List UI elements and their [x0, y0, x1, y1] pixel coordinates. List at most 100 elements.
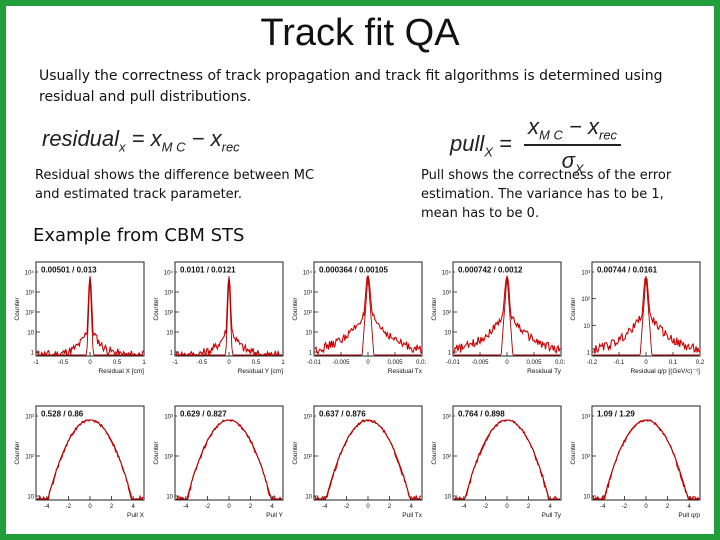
example-label: Example from CBM STS: [33, 225, 245, 246]
y-tick-label: 10³: [25, 291, 34, 297]
x-tick-label: 0: [227, 360, 231, 366]
pull-formula-eq: =: [499, 131, 512, 157]
fit-curve: [454, 275, 560, 356]
y-tick-label: 10: [583, 495, 590, 501]
x-tick-label: 0.1: [669, 360, 678, 366]
x-tick-label: -0.2: [587, 360, 598, 366]
pull-formula-fraction: xM C − xrec σX: [524, 114, 622, 177]
histogram-svg: 1 10 10² 10³ Counter -0.2 -0.1 0 0.1 0.2 Residual …: [570, 261, 704, 375]
y-tick-label: 10: [305, 495, 312, 501]
y-tick-label: 10³: [581, 415, 590, 421]
y-tick-label: 10: [583, 324, 590, 330]
histogram-svg: 10 10² 10³ Counter -4 -2 0 2 4 Pull X 0.528 / 0.86: [14, 405, 145, 519]
residual-formula-lhs-sub: x: [119, 139, 126, 155]
y-tick-label: 1: [448, 351, 452, 357]
y-tick-label: 10: [27, 495, 34, 501]
x-tick-label: -1: [172, 360, 178, 366]
stats-label: 0.0101 / 0.0121: [180, 266, 236, 275]
pull-formula-b-sub: rec: [598, 127, 618, 143]
x-tick-label: -4: [461, 504, 467, 510]
x-tick-label: 0: [227, 504, 231, 510]
x-tick-label: 4: [410, 504, 414, 510]
stats-box: [38, 264, 110, 275]
histogram-svg: 1 10 10² 10³ 10⁴ Counter -0.01 -0.005 0 0.005 0.01…: [431, 261, 565, 375]
y-tick-label: 10²: [164, 311, 173, 317]
y-axis-label: Counter: [14, 297, 21, 321]
x-axis-label: Residual Y [cm]: [238, 368, 283, 375]
stats-box: [594, 408, 666, 419]
y-axis-label: Counter: [153, 441, 160, 465]
y-tick-label: 10⁴: [442, 270, 452, 277]
histogram-svg: 1 10 10² 10³ 10⁴ Counter -0.01 -0.005 0 0.005 0.01…: [292, 261, 426, 375]
pull-formula-a-sub: M C: [539, 127, 563, 143]
pull-formula-b: x: [587, 114, 599, 139]
pull-description: Pull shows the correctness of the error …: [421, 168, 672, 221]
stats-box: [177, 264, 249, 275]
residual-formula-a-sub: M C: [161, 139, 186, 155]
plot-pull-y: 10 10² 10³ Counter -4 -2 0 2 4 Pull Y 0.629 / 0.82…: [149, 400, 287, 524]
x-tick-label: 4: [132, 504, 136, 510]
y-tick-label: 10³: [442, 415, 451, 421]
stats-box: [316, 408, 388, 419]
residual-formula: residualx = xM C − xrec: [42, 126, 240, 154]
y-axis-label: Counter: [14, 441, 21, 465]
x-tick-label: -2: [344, 504, 350, 510]
y-tick-label: 10: [305, 331, 312, 337]
histogram-svg: 1 10 10² 10³ 10⁴ Counter -1 -0.5 0 0.5 1 Residual Y…: [153, 261, 285, 375]
y-tick-label: 1: [587, 351, 591, 357]
y-tick-label: 10³: [303, 291, 312, 297]
x-tick-label: -2: [205, 504, 211, 510]
fit-curve: [593, 275, 699, 356]
x-axis-label: Pull X: [127, 512, 145, 519]
plot-pull-x: 10 10² 10³ Counter -4 -2 0 2 4 Pull X 0.528 / 0.86: [10, 400, 148, 524]
plot-pull-qp: 10 10² 10³ Counter -4 -2 0 2 4 Pull q/p 1.09 / 1.2…: [566, 400, 704, 524]
fit-curve: [315, 275, 421, 356]
x-tick-label: -4: [44, 504, 50, 510]
plot-frame: [174, 405, 284, 501]
plot-residual-ty: 1 10 10² 10³ 10⁴ Counter -0.01 -0.005 0 0.005 0.01…: [427, 256, 565, 380]
plot-residual-tx: 1 10 10² 10³ 10⁴ Counter -0.01 -0.005 0 0.005 0.01…: [288, 256, 426, 380]
y-tick-label: 10²: [25, 311, 34, 317]
x-tick-label: -0.01: [446, 360, 460, 366]
x-tick-label: 2: [666, 504, 670, 510]
x-tick-label: 2: [110, 504, 114, 510]
histogram-svg: 10 10² 10³ Counter -4 -2 0 2 4 Pull Y 0.629 / 0.82…: [153, 405, 284, 519]
y-tick-label: 10²: [442, 455, 451, 461]
y-tick-label: 10²: [303, 311, 312, 317]
stats-label: 1.09 / 1.29: [597, 410, 635, 419]
pull-formula-lhs: pull: [450, 131, 485, 157]
x-tick-label: -0.005: [332, 360, 350, 366]
x-axis-label: Residual q/p [(GeV/c)⁻¹]: [630, 368, 700, 375]
x-tick-label: 0: [644, 504, 648, 510]
pull-formula: pullX = xM C − xrec σX: [450, 114, 622, 177]
x-axis-label: Pull Y: [266, 512, 284, 519]
y-axis-label: Counter: [570, 441, 577, 465]
y-tick-label: 10²: [442, 311, 451, 317]
y-tick-label: 10³: [164, 291, 173, 297]
x-tick-label: 2: [249, 504, 253, 510]
stats-label: 0.629 / 0.827: [180, 410, 227, 419]
y-tick-label: 10²: [581, 455, 590, 461]
x-tick-label: 0: [88, 504, 92, 510]
residual-formula-eq: =: [131, 126, 145, 151]
x-tick-label: 0.01: [555, 360, 565, 366]
x-tick-label: 4: [271, 504, 275, 510]
stats-label: 0.00744 / 0.0161: [597, 266, 658, 275]
x-axis-label: Residual Tx: [388, 368, 423, 375]
y-tick-label: 10³: [581, 271, 590, 277]
pull-formula-lhs-sub: X: [484, 144, 493, 160]
residual-formula-b: x: [210, 126, 222, 151]
y-tick-label: 10²: [25, 455, 34, 461]
x-tick-label: 0: [366, 360, 370, 366]
x-tick-label: 0: [505, 360, 509, 366]
y-tick-label: 10: [166, 331, 173, 337]
y-tick-label: 10: [27, 331, 34, 337]
x-tick-label: -2: [66, 504, 72, 510]
x-tick-label: 0: [88, 360, 92, 366]
histogram-svg: 1 10 10² 10³ 10⁴ Counter -1 -0.5 0 0.5 1 Residual X…: [14, 261, 146, 375]
stats-label: 0.000364 / 0.00105: [319, 266, 389, 275]
x-tick-label: 0: [366, 504, 370, 510]
y-tick-label: 10²: [164, 455, 173, 461]
stats-label: 0.764 / 0.898: [458, 410, 505, 419]
residual-formula-b-sub: rec: [221, 139, 240, 155]
